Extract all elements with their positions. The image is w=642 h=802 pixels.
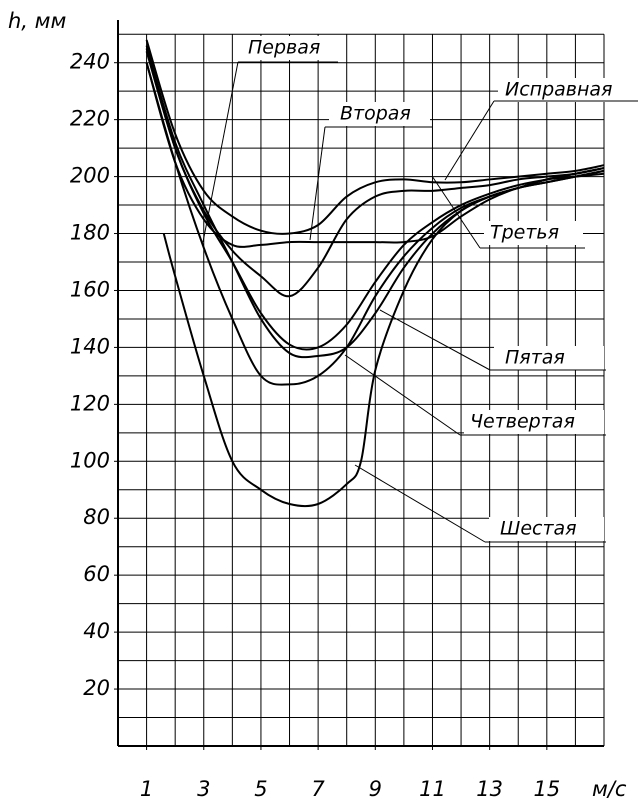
y-tick-label: 40 bbox=[83, 619, 110, 643]
series-label: Исправная bbox=[505, 79, 612, 101]
y-tick-label: 240 bbox=[70, 50, 110, 74]
x-tick-label: 13 bbox=[476, 777, 503, 801]
x-tick-label: 9 bbox=[369, 777, 382, 801]
y-tick-label: 200 bbox=[70, 164, 110, 188]
y-tick-label: 60 bbox=[83, 562, 110, 586]
x-tick-label: 5 bbox=[254, 777, 267, 801]
y-tick-label: 140 bbox=[70, 334, 110, 358]
leader-line bbox=[344, 354, 461, 436]
line-series bbox=[145, 39, 605, 235]
x-axis-label: м/с bbox=[592, 777, 627, 801]
label-background bbox=[494, 346, 604, 370]
x-tick-label: 15 bbox=[533, 777, 560, 801]
label-background bbox=[489, 517, 604, 541]
y-axis-label: h, мм bbox=[8, 9, 67, 33]
series-label: Четвертая bbox=[470, 411, 575, 433]
series-label: Пятая bbox=[505, 347, 565, 369]
y-tick-label: 160 bbox=[70, 277, 110, 301]
x-tick-label: 7 bbox=[311, 777, 325, 801]
x-tick-label: 3 bbox=[197, 777, 210, 801]
label-background bbox=[498, 78, 636, 102]
y-tick-label: 80 bbox=[83, 505, 110, 529]
y-tick-label: 220 bbox=[70, 107, 110, 131]
leader-line bbox=[202, 61, 239, 243]
leader-line bbox=[354, 464, 486, 543]
line-series bbox=[145, 48, 605, 298]
series-label: Вторая bbox=[340, 103, 411, 125]
leader-line bbox=[309, 126, 326, 241]
line-series bbox=[145, 51, 605, 351]
y-tick-label: 120 bbox=[70, 391, 110, 415]
label-background bbox=[242, 36, 336, 60]
y-tick-label: 100 bbox=[70, 448, 110, 472]
x-tick-label: 11 bbox=[419, 777, 446, 801]
line-series bbox=[162, 172, 605, 508]
leader-line bbox=[431, 175, 481, 249]
y-tick-label: 180 bbox=[70, 221, 110, 245]
label-background bbox=[329, 102, 430, 126]
label-background bbox=[484, 221, 583, 245]
series-label: Первая bbox=[248, 37, 320, 59]
y-tick-label: 20 bbox=[83, 676, 110, 700]
series-label: Третья bbox=[490, 222, 559, 244]
leader-line bbox=[379, 309, 491, 371]
series-label: Шестая bbox=[500, 518, 577, 540]
x-tick-label: 1 bbox=[140, 777, 153, 801]
leader-line bbox=[444, 100, 495, 181]
label-background bbox=[464, 410, 604, 434]
